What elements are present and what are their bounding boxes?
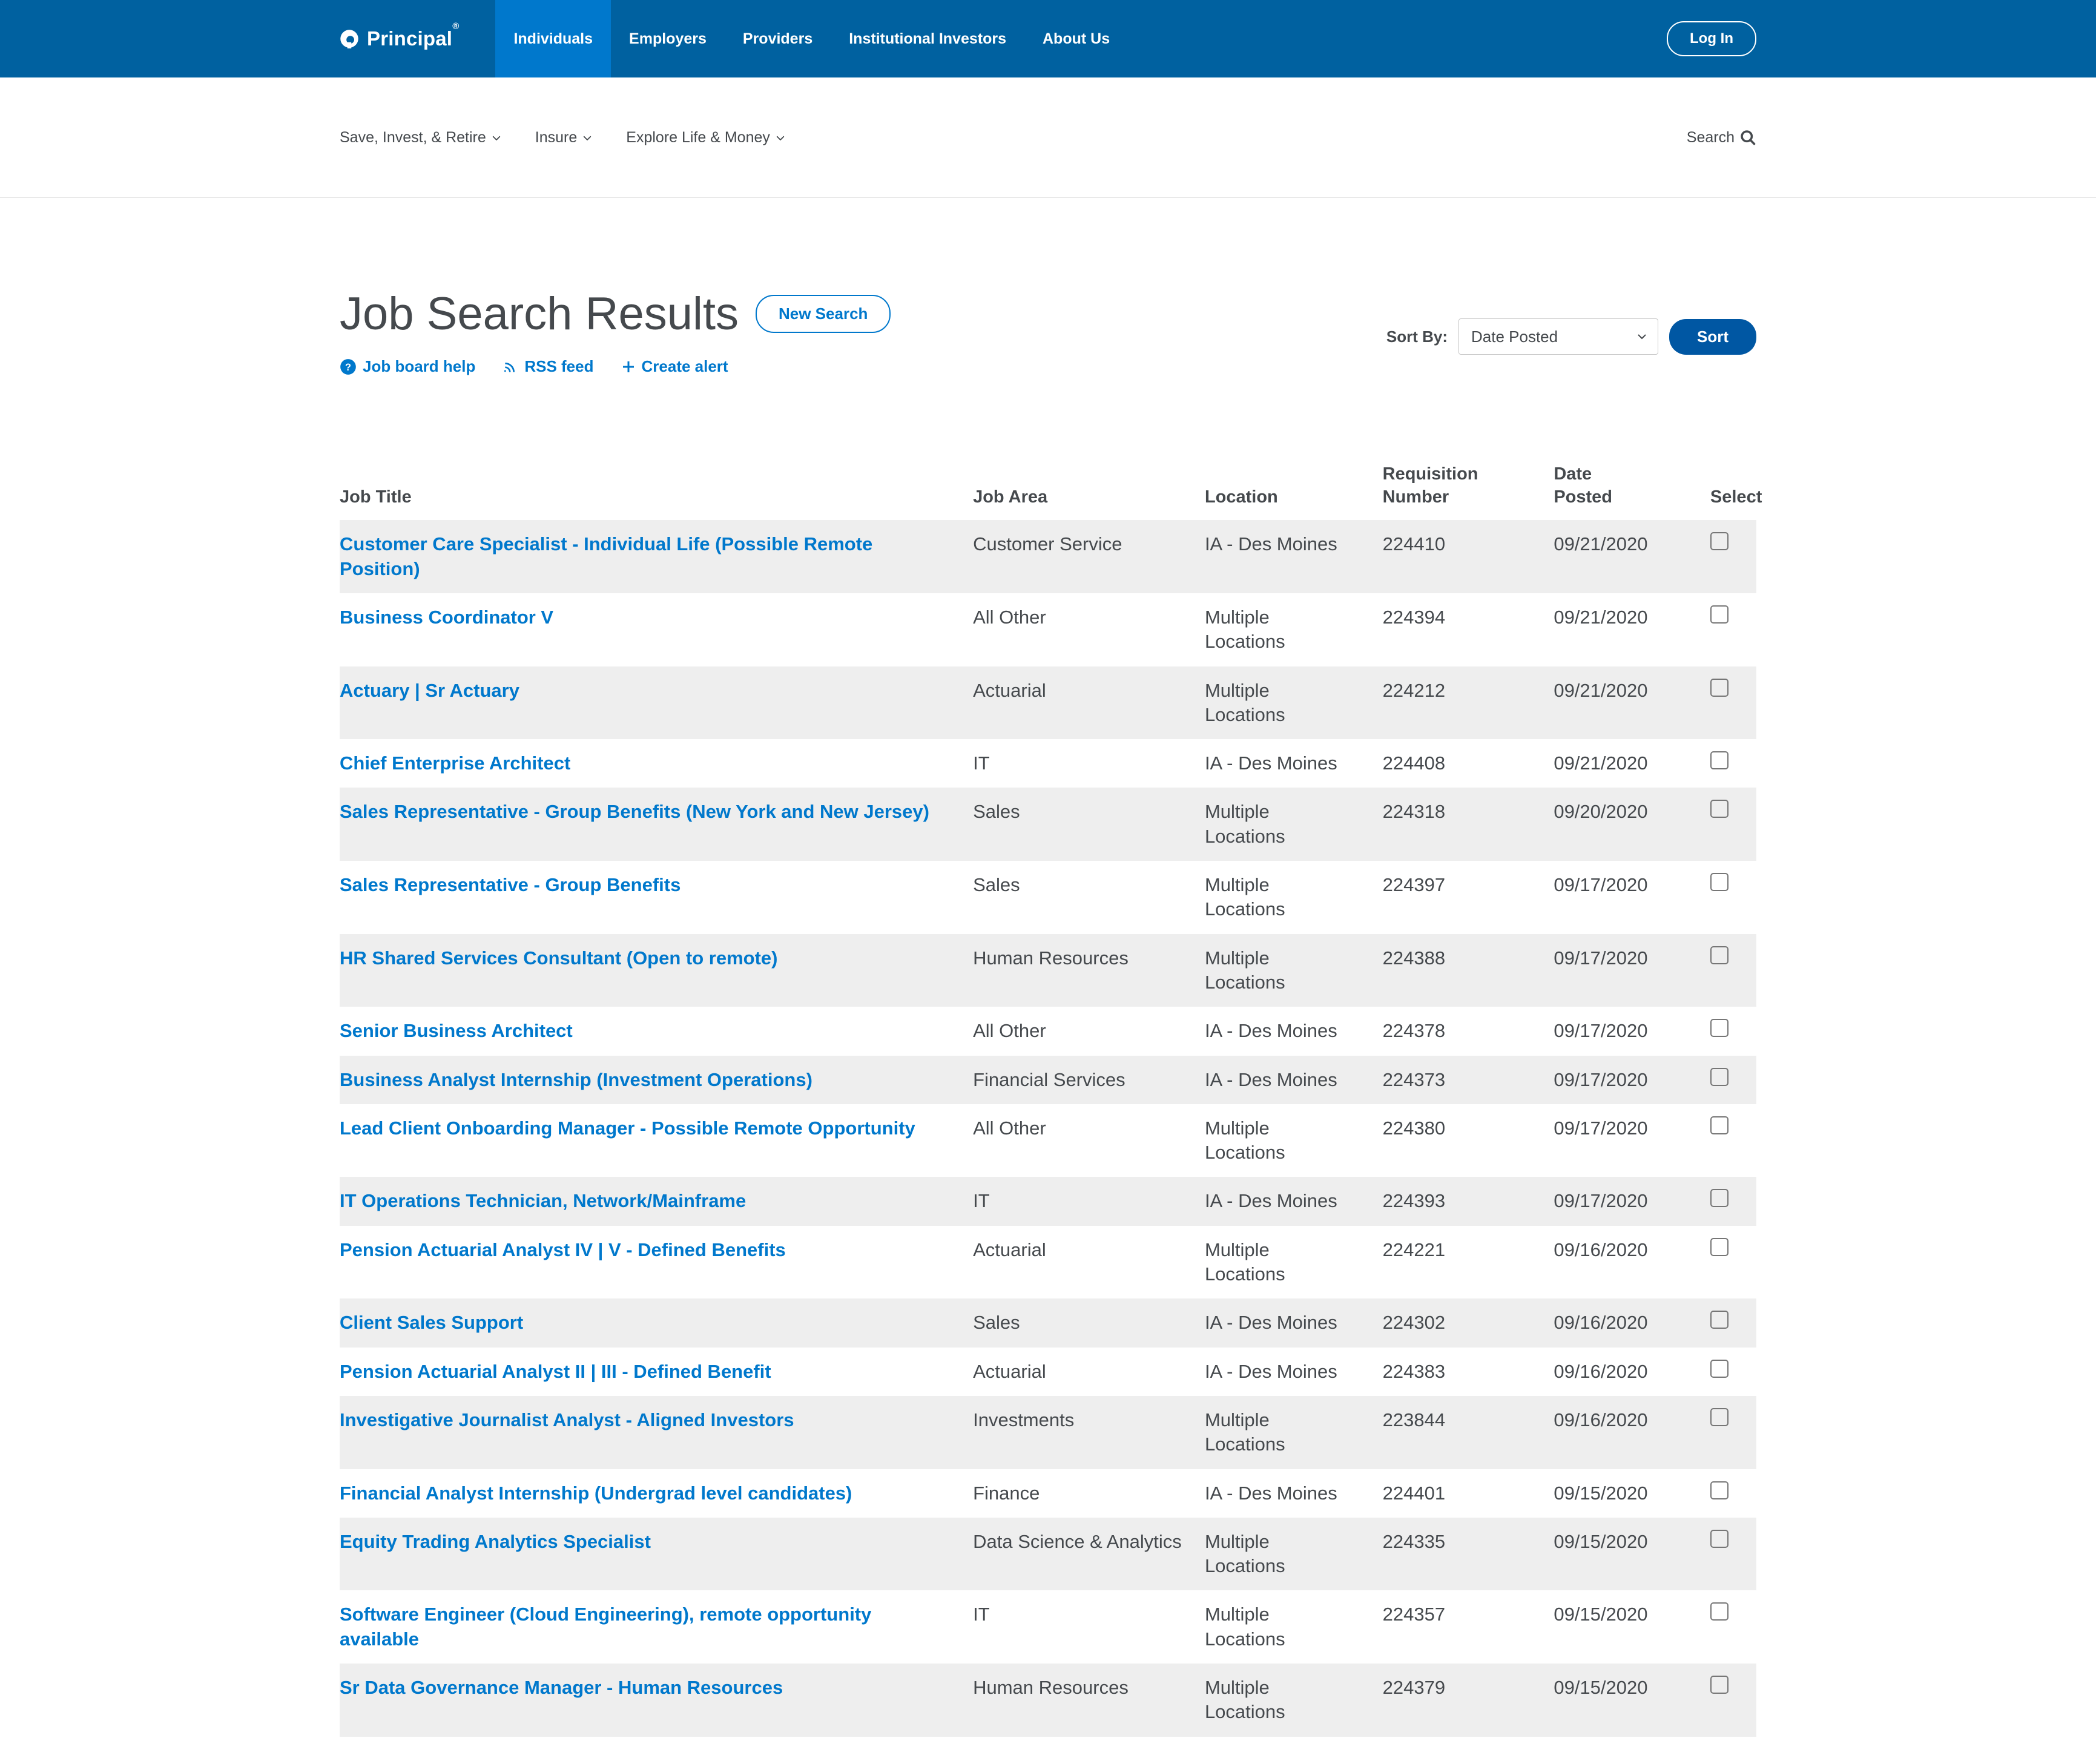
svg-text:?: ? <box>345 361 351 372</box>
